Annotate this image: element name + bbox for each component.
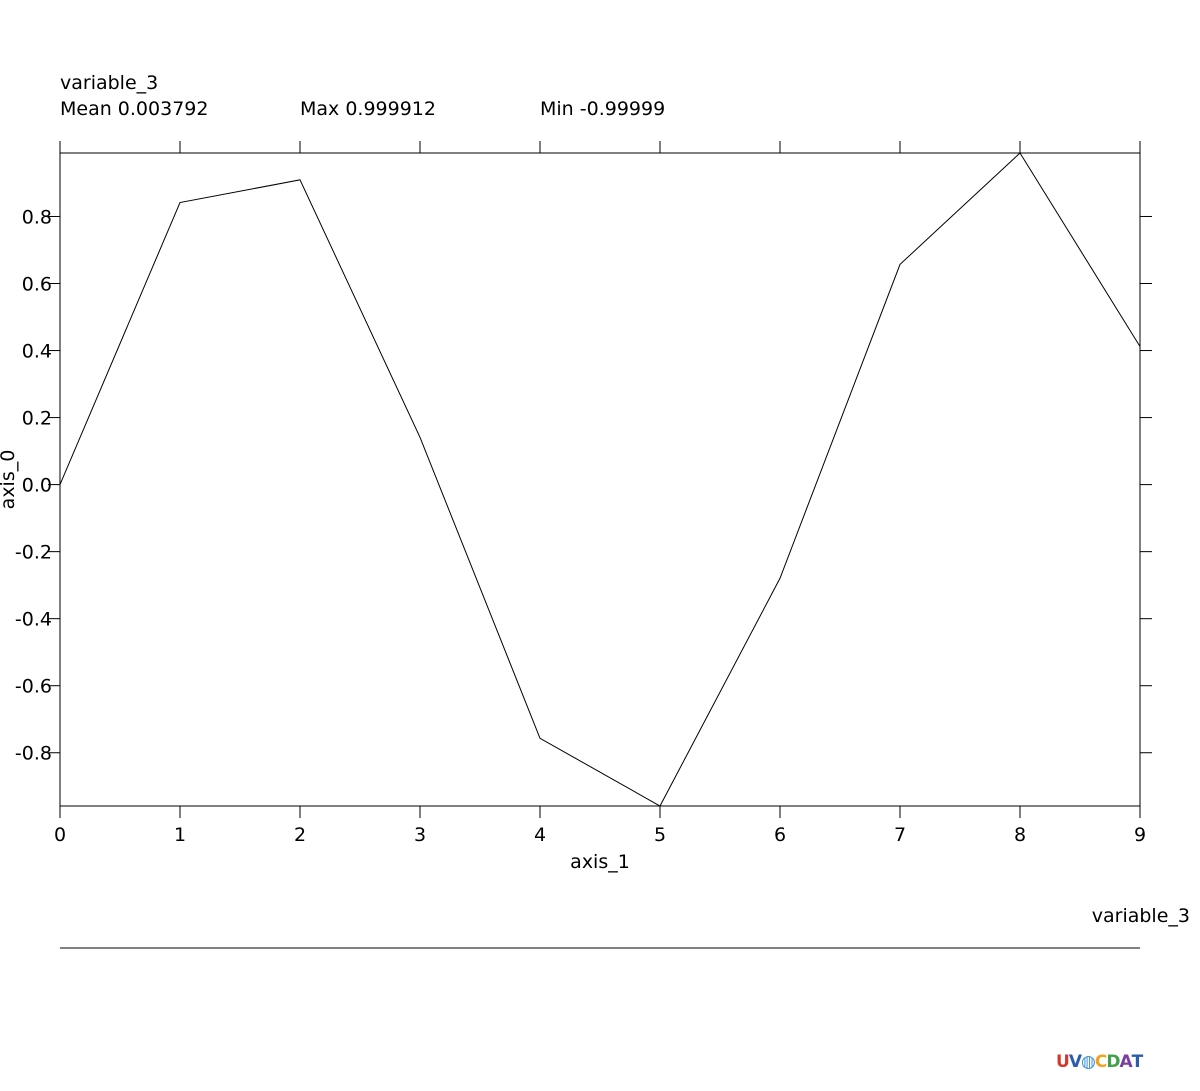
y-tick-label: 0.4 — [22, 341, 52, 363]
y-axis-title: axis_0 — [0, 450, 19, 510]
x-tick-label: 7 — [894, 824, 906, 846]
x-tick-label: 0 — [54, 824, 66, 846]
x-tick-label: 6 — [774, 824, 786, 846]
x-tick-label: 9 — [1134, 824, 1146, 846]
logo-letter: D — [1106, 1052, 1120, 1072]
logo-letter: ◍ — [1080, 1052, 1096, 1072]
x-tick-label: 5 — [654, 824, 666, 846]
y-tick-label: 0.0 — [22, 475, 52, 497]
y-tick-label: 0.6 — [22, 274, 52, 296]
max-stat: Max 0.999912 — [300, 98, 436, 120]
x-tick-label: 8 — [1014, 824, 1026, 846]
x-axis-title: axis_1 — [570, 851, 630, 873]
logo-letter: A — [1119, 1052, 1132, 1072]
logo-letter: V — [1068, 1052, 1082, 1072]
y-tick-label: 0.2 — [22, 408, 52, 430]
y-tick-label: -0.4 — [15, 609, 52, 631]
series-line — [59, 152, 1141, 807]
min-stat: Min -0.99999 — [540, 98, 666, 120]
uvcdat-logo: UV◍CDAT — [1056, 1052, 1144, 1072]
y-tick-label: -0.2 — [15, 542, 52, 564]
legend-label: variable_3 — [1092, 905, 1190, 927]
mean-stat: Mean 0.003792 — [60, 98, 209, 120]
y-tick-label: -0.8 — [15, 743, 52, 765]
x-tick-label: 4 — [534, 824, 546, 846]
logo-letter: T — [1131, 1052, 1144, 1072]
variable-title: variable_3 — [60, 72, 159, 94]
plot-frame — [59, 152, 1141, 807]
y-tick-label: -0.6 — [15, 676, 52, 698]
logo-letter: C — [1094, 1052, 1108, 1072]
x-tick-label: 1 — [174, 824, 186, 846]
y-tick-label: 0.8 — [22, 206, 52, 228]
x-tick-label: 2 — [294, 824, 306, 846]
logo-letter: U — [1056, 1052, 1070, 1072]
x-tick-label: 3 — [414, 824, 426, 846]
